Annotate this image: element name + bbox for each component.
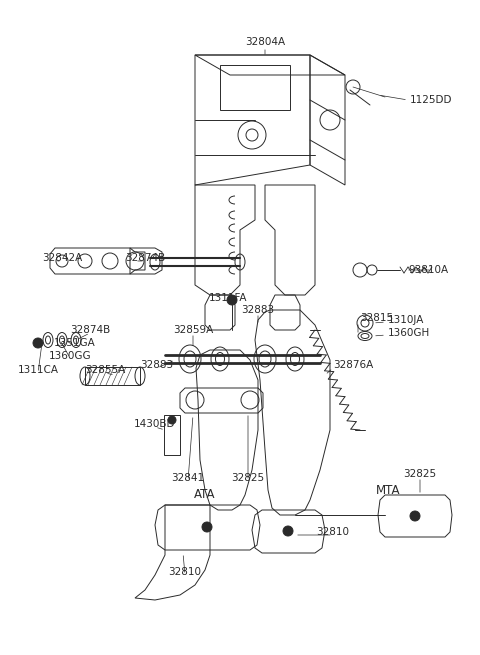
- Text: 32810: 32810: [316, 527, 349, 537]
- Bar: [85, 367, 140, 385]
- Text: 32876A: 32876A: [333, 360, 373, 370]
- Text: 1360GH: 1360GH: [388, 328, 430, 338]
- Text: 32874B: 32874B: [125, 253, 165, 263]
- Text: 32883: 32883: [141, 360, 174, 370]
- Text: 1360GG: 1360GG: [48, 351, 91, 361]
- Circle shape: [410, 511, 420, 521]
- Text: 1125DD: 1125DD: [410, 95, 453, 105]
- Text: 32883: 32883: [241, 305, 275, 315]
- Text: 32815: 32815: [360, 313, 393, 323]
- Bar: [220, 65, 290, 110]
- Text: 32825: 32825: [403, 469, 437, 479]
- Text: 32804A: 32804A: [245, 37, 285, 47]
- Text: 32859A: 32859A: [173, 325, 213, 335]
- Text: 32825: 32825: [231, 473, 264, 483]
- Text: 32842A: 32842A: [42, 253, 82, 263]
- Text: 32810: 32810: [168, 567, 202, 577]
- Text: 1351GA: 1351GA: [54, 338, 96, 348]
- Text: 1311CA: 1311CA: [17, 365, 59, 375]
- Text: 32874B: 32874B: [70, 325, 110, 335]
- Circle shape: [33, 338, 43, 348]
- Text: 32841: 32841: [171, 473, 204, 483]
- Bar: [164, 415, 180, 455]
- Text: 1311FA: 1311FA: [209, 293, 247, 303]
- Text: 1310JA: 1310JA: [388, 315, 424, 325]
- Circle shape: [168, 416, 176, 424]
- Circle shape: [283, 526, 293, 536]
- Text: ATA: ATA: [194, 487, 216, 500]
- Text: 93810A: 93810A: [408, 265, 448, 275]
- Text: 32855A: 32855A: [85, 365, 125, 375]
- Circle shape: [227, 295, 237, 305]
- Text: MTA: MTA: [376, 483, 400, 496]
- Text: 1430BD: 1430BD: [134, 419, 176, 429]
- Circle shape: [202, 522, 212, 532]
